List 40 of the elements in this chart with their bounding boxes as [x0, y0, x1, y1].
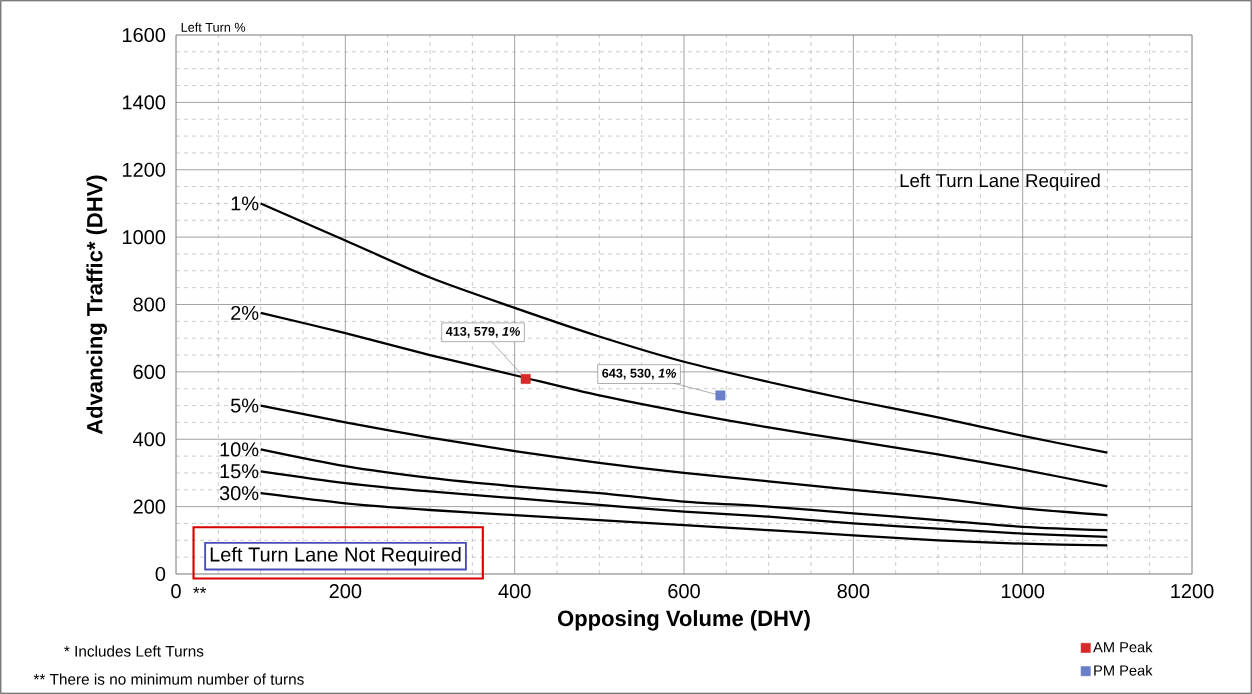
- y-tick-label: 0: [155, 566, 166, 582]
- text: Left Turn %: [181, 22, 246, 32]
- annotation: 643, 530, 1%: [602, 368, 677, 380]
- y-tick-label: 1200: [123, 162, 166, 177]
- y-tick-label: 200: [133, 499, 166, 514]
- line-series: [259, 448, 1109, 532]
- x-tick-label: 600: [668, 584, 700, 599]
- y-tick-label: 600: [133, 364, 166, 379]
- legend-label: PM Peak: [1094, 664, 1153, 676]
- y-axis-title: Advancing Traffic* (DHV): [86, 175, 107, 435]
- line-series: [259, 492, 1109, 547]
- x-axis-title: Opposing Volume (DHV): [558, 610, 810, 631]
- y-tick-label: 1000: [123, 230, 166, 245]
- series-label: 2%: [231, 305, 259, 320]
- series-label: 10%: [220, 442, 259, 457]
- text: ** There is no minimum number of turns: [33, 673, 304, 685]
- x-tick-label: 200: [329, 584, 362, 599]
- x-tick-label: 800: [837, 584, 870, 599]
- line-series: [259, 470, 1109, 539]
- x-tick-label: 1200: [1171, 584, 1214, 599]
- x-tick-label: 0: [171, 584, 181, 599]
- series-label: 15%: [220, 464, 259, 479]
- y-tick-label: 1400: [123, 95, 166, 110]
- annotation: 413, 579, 1%: [445, 326, 520, 338]
- series-label: 5%: [230, 398, 259, 413]
- annotation: Left Turn Lane Required: [900, 173, 1100, 191]
- y-tick-label: 800: [133, 297, 166, 312]
- x-tick-label: 1000: [1001, 584, 1045, 599]
- series-label: 30%: [219, 486, 259, 501]
- legend-label: AM Peak: [1093, 641, 1153, 653]
- y-tick-label: 1600: [123, 27, 166, 43]
- series-label: 1%: [231, 196, 259, 211]
- text: **: [193, 586, 207, 593]
- line-series: [259, 202, 1109, 454]
- x-tick-label: 400: [498, 584, 531, 599]
- line-series: [259, 404, 1109, 517]
- y-tick-label: 400: [133, 432, 166, 447]
- line-series: [259, 311, 1109, 488]
- annotation: Left Turn Lane Not Required: [210, 546, 461, 566]
- text: * Includes Left Turns: [64, 645, 204, 657]
